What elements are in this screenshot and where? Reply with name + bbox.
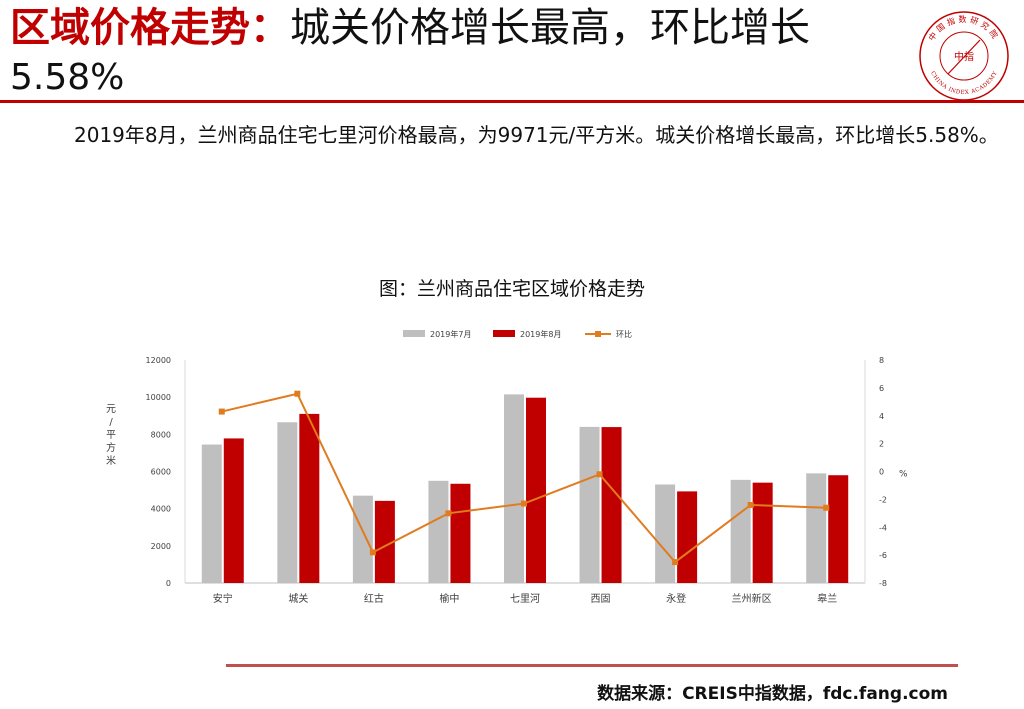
bar-aug-2019 xyxy=(299,413,320,583)
slide-title-accent: 区域价格走势： xyxy=(10,5,290,51)
bar-aug-2019 xyxy=(677,491,698,583)
source-divider xyxy=(226,664,958,667)
x-tick-label: 七里河 xyxy=(510,593,540,605)
y-tick-label: 4000 xyxy=(151,505,171,514)
slide-title-value: 5.58% xyxy=(10,57,125,98)
y2-tick-label: -2 xyxy=(879,495,887,504)
chart-caption: 图：兰州商品住宅区域价格走势 xyxy=(378,278,645,300)
mom-marker xyxy=(521,500,527,507)
bar-aug-2019 xyxy=(450,483,471,583)
slide-title: 区域价格走势：城关价格增长最高，环比增长 xyxy=(10,4,810,52)
x-tick-label: 永登 xyxy=(666,592,686,605)
y-tick-label: 8000 xyxy=(151,430,171,439)
legend-swatch-mom-marker xyxy=(595,331,601,337)
bar-jul-2019 xyxy=(579,426,600,583)
mom-marker xyxy=(672,559,679,566)
bar-aug-2019 xyxy=(752,482,773,583)
bar-jul-2019 xyxy=(730,479,751,583)
y-tick-label: 12000 xyxy=(146,356,171,365)
legend-label-jul: 2019年7月 xyxy=(430,329,471,339)
y2-tick-label: -6 xyxy=(879,551,887,560)
bar-aug-2019 xyxy=(223,438,244,583)
mom-marker xyxy=(369,549,376,556)
y2-tick-label: 4 xyxy=(879,412,884,421)
price-trend-chart: 0 2000 4000 6000 8000 10000 12000 -8 -6 -4 -2 0 2 4 6 8… xyxy=(106,329,908,605)
x-tick-label: 西固 xyxy=(591,593,611,605)
y2-tick-label: -4 xyxy=(879,523,887,532)
bar-jul-2019 xyxy=(655,484,676,583)
x-tick-label: 安宁 xyxy=(213,592,233,605)
mom-marker xyxy=(218,408,225,415)
legend-swatch-jul xyxy=(403,330,425,337)
y2-tick-label: 8 xyxy=(879,356,884,365)
logo-top-text: 中国指数研究院 xyxy=(926,14,999,43)
x-tick-label: 城关 xyxy=(288,592,308,605)
x-tick-label: 皋兰 xyxy=(817,592,837,605)
y2-tick-label: 2 xyxy=(879,440,884,449)
legend-label-mom: 环比 xyxy=(616,329,632,339)
bar-jul-2019 xyxy=(201,444,222,583)
y2-tick-label: 6 xyxy=(879,384,884,393)
mom-marker xyxy=(294,390,301,397)
x-tick-label: 红古 xyxy=(364,592,384,605)
china-index-academy-logo: 中国指数研究院 CHINA INDEX ACADEMY 中指 xyxy=(919,11,1009,101)
bar-aug-2019 xyxy=(828,475,849,583)
slide-title-rest: 城关价格增长最高，环比增长 xyxy=(290,5,810,51)
summary-paragraph: 2019年8月，兰州商品住宅七里河价格最高，为9971元/平方米。城关价格增长最… xyxy=(74,123,999,147)
y-axis-label: 元/平方米 xyxy=(106,404,116,467)
bar-aug-2019 xyxy=(601,427,622,583)
mom-marker xyxy=(823,504,830,511)
x-tick-label: 兰州新区 xyxy=(732,592,772,605)
y-tick-label: 10000 xyxy=(146,393,171,402)
bar-jul-2019 xyxy=(504,394,524,583)
bar-aug-2019 xyxy=(526,397,546,583)
bar-aug-2019 xyxy=(374,500,395,583)
bar-jul-2019 xyxy=(806,473,827,583)
mom-marker xyxy=(747,501,754,508)
title-divider xyxy=(0,100,1024,103)
legend-label-aug: 2019年8月 xyxy=(520,329,561,339)
mom-marker xyxy=(596,471,603,478)
y2-tick-label: -8 xyxy=(879,579,887,588)
svg-text:中国指数研究院: 中国指数研究院 xyxy=(926,14,1002,43)
bar-jul-2019 xyxy=(428,480,449,583)
bar-jul-2019 xyxy=(277,422,298,583)
y-tick-label: 6000 xyxy=(151,468,171,477)
y-tick-label: 0 xyxy=(166,579,171,588)
y-tick-label: 2000 xyxy=(151,542,171,551)
data-source: 数据来源：CREIS中指数据，fdc.fang.com xyxy=(597,684,948,704)
bar-jul-2019 xyxy=(352,495,373,583)
x-tick-label: 榆中 xyxy=(439,592,459,605)
y2-axis-label: % xyxy=(899,470,908,480)
mom-marker xyxy=(445,510,452,517)
legend-swatch-aug xyxy=(493,330,515,337)
y2-tick-label: 0 xyxy=(879,468,884,477)
